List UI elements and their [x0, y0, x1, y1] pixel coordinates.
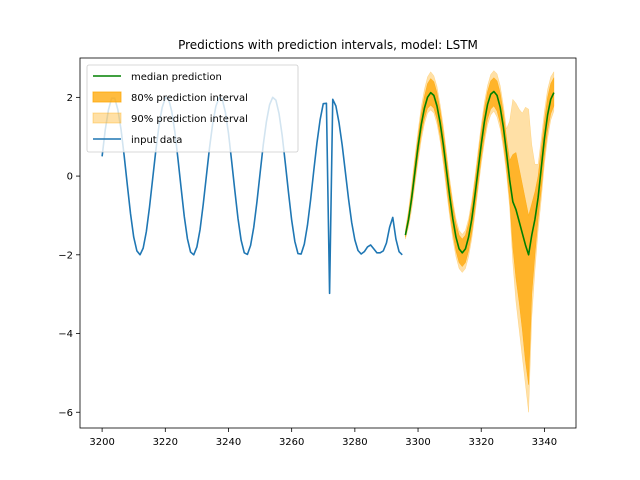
y-tick-label: 2: [67, 93, 73, 104]
legend-box: [86, 64, 299, 153]
plot-area: [101, 70, 555, 413]
legend-label: input data: [131, 135, 182, 146]
x-tick-label: 3320: [468, 437, 493, 448]
interval-band-80: [405, 77, 555, 385]
x-tick-label: 3220: [153, 437, 178, 448]
series-layer: [101, 90, 555, 295]
axes-frame: [79, 57, 577, 429]
series-line-input-data: [101, 96, 403, 295]
legend-label: median prediction: [131, 72, 222, 83]
x-tick-label: 3200: [89, 437, 114, 448]
legend-swatch: [92, 91, 122, 103]
x-axis: 3200 3220 3240 3260 3280 3300 3320 3340: [89, 428, 557, 448]
x-tick-label: 3300: [405, 437, 430, 448]
y-tick-label: 0: [67, 172, 73, 183]
legend-label: 80% prediction interval: [131, 93, 248, 104]
chart-title: Predictions with prediction intervals, m…: [178, 38, 478, 52]
legend: median prediction 80% prediction interval…: [86, 64, 299, 153]
series-line-median-prediction: [404, 90, 555, 256]
intervals-layer: [405, 70, 555, 413]
x-tick-label: 3280: [342, 437, 367, 448]
x-tick-label: 3260: [279, 437, 304, 448]
y-axis: −6 −4 −2 0 2: [58, 93, 80, 419]
x-tick-label: 3340: [532, 437, 557, 448]
legend-label: 90% prediction interval: [131, 114, 248, 125]
x-tick-label: 3240: [216, 437, 241, 448]
y-tick-label: −2: [58, 250, 73, 261]
y-tick-label: −6: [58, 408, 73, 419]
legend-swatch: [92, 112, 122, 124]
y-tick-label: −4: [58, 329, 73, 340]
